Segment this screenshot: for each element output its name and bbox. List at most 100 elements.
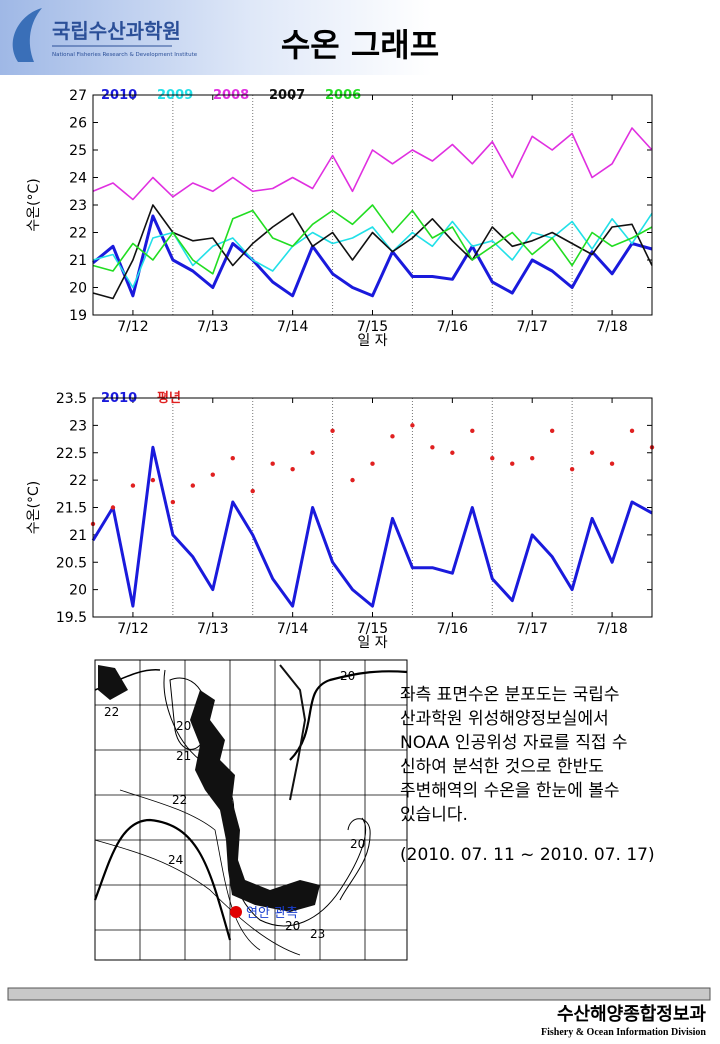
x-tick-label: 7/13 <box>197 621 228 637</box>
data-point <box>390 434 395 439</box>
y-tick-label: 20.5 <box>56 555 87 571</box>
map-contour-label: 23 <box>310 927 325 941</box>
data-point <box>130 483 136 488</box>
y-tick-label: 26 <box>69 116 87 132</box>
description-line: 좌측 표면수온 분포도는 국립수 <box>400 685 620 705</box>
map-contour-label: 20 <box>176 719 191 733</box>
map-contour-label: 20 <box>350 837 365 851</box>
map-contour-label: 24 <box>168 853 183 867</box>
x-tick-label: 7/17 <box>516 319 547 335</box>
data-point <box>510 461 515 466</box>
data-point <box>230 456 235 461</box>
coastline-north <box>98 665 128 700</box>
y-tick-label: 23 <box>69 418 87 434</box>
series-line <box>92 212 653 289</box>
data-point <box>410 423 415 428</box>
map-frame <box>94 659 408 961</box>
data-point <box>210 472 215 477</box>
data-point <box>629 428 635 434</box>
series-line <box>92 204 653 275</box>
description: 좌측 표면수온 분포도는 국립수산과학원 위성해양정보실에서 NOAA 인공위성 … <box>400 685 655 865</box>
series-line <box>92 214 653 298</box>
map-contour-label: 22 <box>104 705 119 719</box>
x-tick-label: 7/14 <box>277 621 309 637</box>
y-tick-label: 23.5 <box>56 391 87 407</box>
x-tick-label: 7/14 <box>277 319 309 335</box>
coastline-east <box>279 664 307 801</box>
map-contours <box>93 669 408 956</box>
y-axis-label: 수온(°C) <box>26 178 42 231</box>
x-axis-label: 일 자 <box>357 333 387 349</box>
data-point <box>569 466 575 472</box>
x-tick-label: 7/16 <box>437 319 469 335</box>
data-point <box>250 488 255 494</box>
y-tick-label: 21.5 <box>56 501 87 517</box>
y-tick-label: 21 <box>69 528 87 544</box>
x-tick-label: 7/13 <box>197 319 228 335</box>
y-tick-label: 22.5 <box>56 446 87 462</box>
coastline <box>190 690 320 912</box>
data-point <box>430 445 435 450</box>
description-line: 산과학원 위성해양정보실에서 <box>400 709 609 729</box>
header-band <box>0 0 720 75</box>
data-point <box>150 477 156 483</box>
chart: 19 20 21 22 23 24 25 26 27 7/12 7/13 7/14 7/15 7/16 7/… <box>26 88 653 349</box>
y-tick-label: 25 <box>69 143 87 159</box>
station-marker <box>230 906 242 918</box>
y-tick-label: 27 <box>69 88 87 104</box>
data-point <box>330 428 335 434</box>
x-tick-label: 7/18 <box>596 319 627 335</box>
series-line <box>92 204 653 300</box>
footer-subtitle: Fishery & Ocean Information Division <box>541 1027 706 1038</box>
footer-title: 수산해양종합정보과 <box>557 1003 706 1025</box>
x-tick-label: 7/18 <box>596 621 627 637</box>
data-point <box>170 499 176 505</box>
y-tick-label: 20 <box>69 583 87 599</box>
x-tick-label: 7/15 <box>357 319 388 335</box>
data-point <box>470 428 475 434</box>
data-point <box>350 477 355 483</box>
x-axis-label: 일 자 <box>357 635 387 651</box>
y-tick-label: 19.5 <box>56 610 87 626</box>
page-title: 수온 그래프 <box>281 26 439 64</box>
description-line: 있습니다. <box>400 805 468 825</box>
data-point <box>490 456 495 461</box>
logo-text: 국립수산과학원 <box>52 19 181 43</box>
map-contour-label: 20 <box>285 919 300 933</box>
x-tick-label: 7/12 <box>117 319 148 335</box>
description-line: 신하여 분석한 것으로 한반도 <box>400 757 604 777</box>
footer-bar <box>7 987 711 1001</box>
description-line: 주변해역의 수온을 한눈에 볼수 <box>400 781 620 801</box>
map-grid <box>95 660 407 960</box>
data-point <box>589 450 595 455</box>
logo-mark <box>12 8 42 62</box>
map-contour-label: 21 <box>176 749 191 763</box>
y-tick-label: 23 <box>69 198 87 214</box>
x-tick-label: 7/12 <box>117 621 148 637</box>
data-point <box>609 461 615 466</box>
station-label: 연안 관측 <box>246 906 298 921</box>
series-line <box>92 127 653 201</box>
data-point <box>290 466 295 472</box>
map: 연안 관측 <box>93 659 408 961</box>
description-line: NOAA 인공위성 자료를 직접 수 <box>400 733 628 753</box>
x-tick-label: 7/17 <box>516 621 547 637</box>
y-axis-label: 수온(°C) <box>26 481 42 534</box>
data-point <box>450 450 455 455</box>
data-point <box>370 461 375 466</box>
data-point <box>190 483 196 488</box>
x-tick-label: 7/16 <box>437 621 469 637</box>
y-tick-label: 21 <box>69 253 87 269</box>
y-tick-label: 22 <box>69 226 87 242</box>
plot-frame <box>92 94 653 316</box>
map-contour-label: 22 <box>172 793 187 807</box>
description-period: (2010. 07. 11 ~ 2010. 07. 17) <box>400 845 655 865</box>
logo-subtext: National Fisheries Research & Developmen… <box>52 52 198 58</box>
data-point <box>110 505 116 510</box>
x-tick-label: 7/15 <box>357 621 388 637</box>
plot-frame <box>92 397 653 618</box>
data-point <box>530 456 535 461</box>
series-line <box>91 445 653 608</box>
chart: 19.5 20 20.5 21 21.5 22 22.5 23 23.5 7/12 7/13 7/14… <box>26 390 655 651</box>
